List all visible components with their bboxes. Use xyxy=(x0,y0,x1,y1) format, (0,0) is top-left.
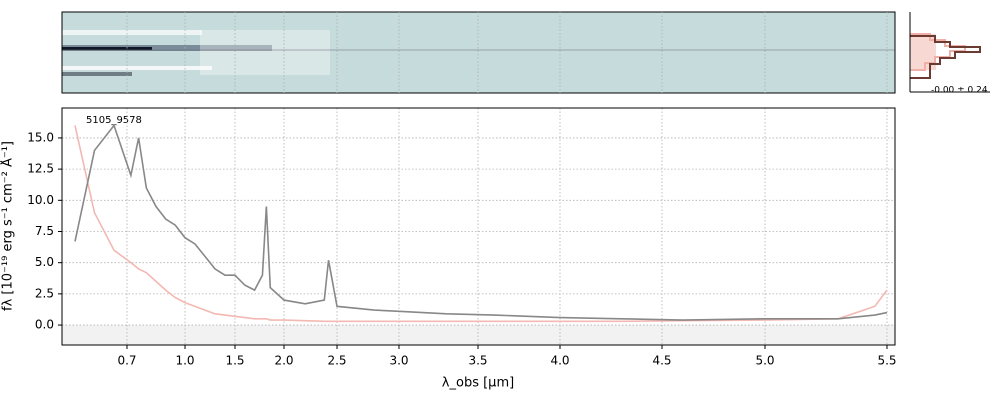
x-tick-label: 5.5 xyxy=(877,354,896,368)
x-tick-label: 1.5 xyxy=(225,354,244,368)
annotation: 5105_9578 xyxy=(86,115,142,126)
spectrum-line xyxy=(74,125,888,323)
x-tick-label: 0.7 xyxy=(117,354,136,368)
y-tick-label: 2.5 xyxy=(35,286,54,300)
x-tick-label: 2.0 xyxy=(274,354,293,368)
y-tick-label: 0.0 xyxy=(35,318,54,332)
x-axis-label: λ_obs [μm] xyxy=(442,376,514,391)
image-streak xyxy=(62,66,212,70)
image-streak xyxy=(62,45,272,51)
image-2d xyxy=(62,12,895,93)
image-streak xyxy=(62,47,152,50)
y-tick-label: 12.5 xyxy=(27,162,54,176)
below-zero-band xyxy=(62,325,895,345)
image-streak xyxy=(62,30,202,35)
x-tick-label: 4.0 xyxy=(550,354,569,368)
profile-label: -0.00 ± 0.24 xyxy=(931,86,988,96)
frame xyxy=(61,11,896,94)
image-streak xyxy=(200,30,330,75)
y-tick-label: 10.0 xyxy=(27,193,54,207)
plot-area: 0.0 2.5 5.0 7.5 10.0 12.5 15.0 0.7 1.0 1.5 2.0 2.5 3… xyxy=(27,12,897,368)
y-tick-label: 7.5 xyxy=(35,224,54,238)
profile-data xyxy=(910,35,981,79)
x-tick-label: 2.5 xyxy=(327,354,346,368)
y-axis-label: fλ [10⁻¹⁹ erg s⁻¹ cm⁻² Å⁻¹] xyxy=(0,141,16,311)
y-tick-label: 15.0 xyxy=(27,130,54,144)
x-tick-label: 3.5 xyxy=(468,354,487,368)
profile-panel: -0.00 ± 0.24 xyxy=(909,12,990,96)
frame xyxy=(61,107,896,346)
spectrum-2d xyxy=(61,11,896,94)
x-tick-label: 5.0 xyxy=(755,354,774,368)
image-streak xyxy=(62,72,132,76)
x-tick-label: 3.0 xyxy=(389,354,408,368)
x-tick-label: 4.5 xyxy=(652,354,671,368)
x-tick-label: 1.0 xyxy=(175,354,194,368)
y-tick-label: 5.0 xyxy=(35,255,54,269)
spectrum-line xyxy=(74,123,888,321)
